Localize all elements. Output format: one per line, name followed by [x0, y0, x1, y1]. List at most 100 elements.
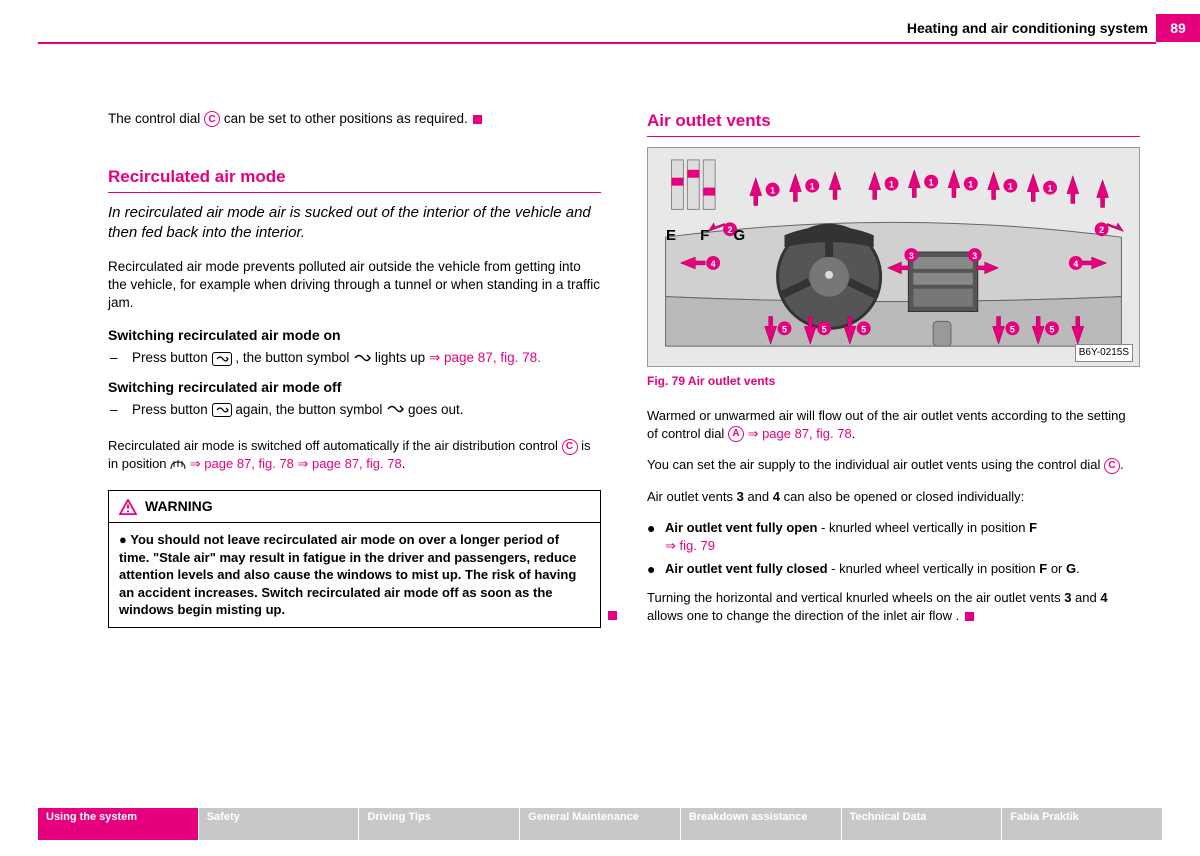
text: again, the button symbol	[235, 402, 386, 417]
paragraph: You can set the air supply to the indivi…	[647, 456, 1140, 474]
page-number-badge: 89	[1156, 14, 1200, 42]
svg-text:1: 1	[810, 182, 815, 192]
figure-code: B6Y-0215S	[1075, 344, 1133, 362]
text: or	[1047, 561, 1066, 576]
step-dash: –	[110, 349, 132, 368]
svg-text:2: 2	[1099, 225, 1104, 235]
text: goes out.	[408, 402, 464, 417]
tab-driving-tips[interactable]: Driving Tips	[359, 808, 519, 840]
header-section-title: Heating and air conditioning system	[907, 20, 1148, 36]
defrost-icon	[170, 456, 190, 471]
svg-text:1: 1	[1048, 184, 1053, 194]
tab-technical-data[interactable]: Technical Data	[842, 808, 1002, 840]
dial-letter-c: C	[204, 111, 220, 127]
svg-text:1: 1	[1008, 182, 1013, 192]
section-heading-vents: Air outlet vents	[647, 110, 1140, 137]
text: can be set to other positions as require…	[224, 111, 472, 126]
step-dash: –	[110, 401, 132, 420]
content-area: The control dial C can be set to other p…	[108, 110, 1140, 776]
svg-text:1: 1	[929, 178, 934, 188]
cross-ref-link[interactable]: ⇒ page 87, fig. 78	[298, 456, 402, 471]
svg-text:3: 3	[972, 251, 977, 261]
text: and	[744, 489, 773, 504]
recirc-symbol-icon	[353, 350, 371, 368]
section-intro-italic: In recirculated air mode air is sucked o…	[108, 203, 601, 244]
text: , the button symbol	[235, 350, 353, 365]
step-text: Press button , the button symbol lights …	[132, 349, 541, 368]
text-bold: Air outlet vent fully open	[665, 520, 817, 535]
subheading-off: Switching recirculated air mode off	[108, 378, 601, 397]
svg-text:5: 5	[861, 324, 866, 334]
tab-fabia-praktik[interactable]: Fabia Praktik	[1002, 808, 1162, 840]
svg-text:1: 1	[889, 180, 894, 190]
step-item: – Press button , the button symbol light…	[108, 349, 601, 368]
tab-safety[interactable]: Safety	[199, 808, 359, 840]
paragraph: Turning the horizontal and vertical knur…	[647, 589, 1140, 624]
bullet-dot: ●	[647, 519, 665, 554]
intro-line: The control dial C can be set to other p…	[108, 110, 601, 128]
svg-text:5: 5	[1050, 324, 1055, 334]
svg-text:4: 4	[711, 259, 716, 269]
bullet-text: Air outlet vent fully closed - knurled w…	[665, 560, 1080, 579]
cross-ref-link[interactable]: ⇒ page 87, fig. 78.	[429, 350, 541, 365]
right-column: Air outlet vents	[647, 110, 1140, 776]
text: lights up	[375, 350, 429, 365]
text: The control dial	[108, 111, 204, 126]
position-letter: F	[1039, 561, 1047, 576]
warning-title: WARNING	[145, 497, 213, 516]
svg-text:5: 5	[822, 324, 827, 334]
vent-num: 4	[773, 489, 780, 504]
subheading-on: Switching recirculated air mode on	[108, 326, 601, 345]
dial-letter-a: A	[728, 426, 744, 442]
figure-efg-labels: E F G	[666, 226, 755, 246]
vent-num: 3	[737, 489, 744, 504]
cross-ref-link[interactable]: ⇒ page 87, fig. 78	[190, 456, 294, 471]
text: Air outlet vents	[647, 489, 737, 504]
text: Press button	[132, 350, 212, 365]
tab-general-maintenance[interactable]: General Maintenance	[520, 808, 680, 840]
text: can also be opened or closed individuall…	[780, 489, 1024, 504]
paragraph: Recirculated air mode prevents polluted …	[108, 258, 601, 313]
text: Recirculated air mode is switched off au…	[108, 438, 562, 453]
position-letter: G	[1066, 561, 1076, 576]
text: Press button	[132, 402, 212, 417]
end-marker-icon	[473, 115, 482, 124]
left-column: The control dial C can be set to other p…	[108, 110, 601, 776]
text: - knurled wheel vertically in position	[828, 561, 1040, 576]
text: - knurled wheel vertically in position	[817, 520, 1029, 535]
dial-letter-c: C	[562, 439, 578, 455]
section-heading-recirc: Recirculated air mode	[108, 166, 601, 193]
warning-box: WARNING ● You should not leave recircula…	[108, 490, 601, 628]
text: Turning the horizontal and vertical knur…	[647, 590, 1064, 605]
bullet-item: ● Air outlet vent fully open - knurled w…	[647, 519, 1140, 554]
tab-breakdown[interactable]: Breakdown assistance	[681, 808, 841, 840]
step-text: Press button again, the button symbol go…	[132, 401, 463, 420]
header-rule	[38, 42, 1156, 44]
warning-header: WARNING	[109, 491, 600, 523]
recirc-symbol-icon	[386, 401, 404, 419]
position-letter: F	[1029, 520, 1037, 535]
warning-body: ● You should not leave recirculated air …	[109, 523, 600, 627]
svg-text:1: 1	[968, 180, 973, 190]
figure-79: 1 1 1 1 1 1 1 2 2	[647, 147, 1140, 367]
vent-num: 4	[1100, 590, 1107, 605]
cross-ref-link[interactable]: ⇒ page 87, fig. 78	[748, 426, 852, 441]
step-item: – Press button again, the button symbol …	[108, 401, 601, 420]
paragraph: Air outlet vents 3 and 4 can also be ope…	[647, 488, 1140, 506]
footer-nav-tabs: Using the system Safety Driving Tips Gen…	[38, 808, 1162, 840]
footnote: Recirculated air mode is switched off au…	[108, 437, 601, 472]
svg-text:5: 5	[782, 324, 787, 334]
end-marker-icon	[608, 611, 617, 620]
text: and	[1071, 590, 1100, 605]
dial-letter-c: C	[1104, 458, 1120, 474]
recirc-button-icon	[212, 352, 232, 366]
bullet-item: ● Air outlet vent fully closed - knurled…	[647, 560, 1140, 579]
bullet-dot: ●	[647, 560, 665, 579]
bullet-text: Air outlet vent fully open - knurled whe…	[665, 519, 1037, 554]
recirc-button-icon	[212, 403, 232, 417]
cross-ref-link[interactable]: ⇒ fig. 79	[665, 538, 715, 553]
tab-using-system[interactable]: Using the system	[38, 808, 198, 840]
svg-text:1: 1	[770, 186, 775, 196]
text: You should not leave recirculated air mo…	[119, 532, 576, 617]
text-bold: Air outlet vent fully closed	[665, 561, 828, 576]
